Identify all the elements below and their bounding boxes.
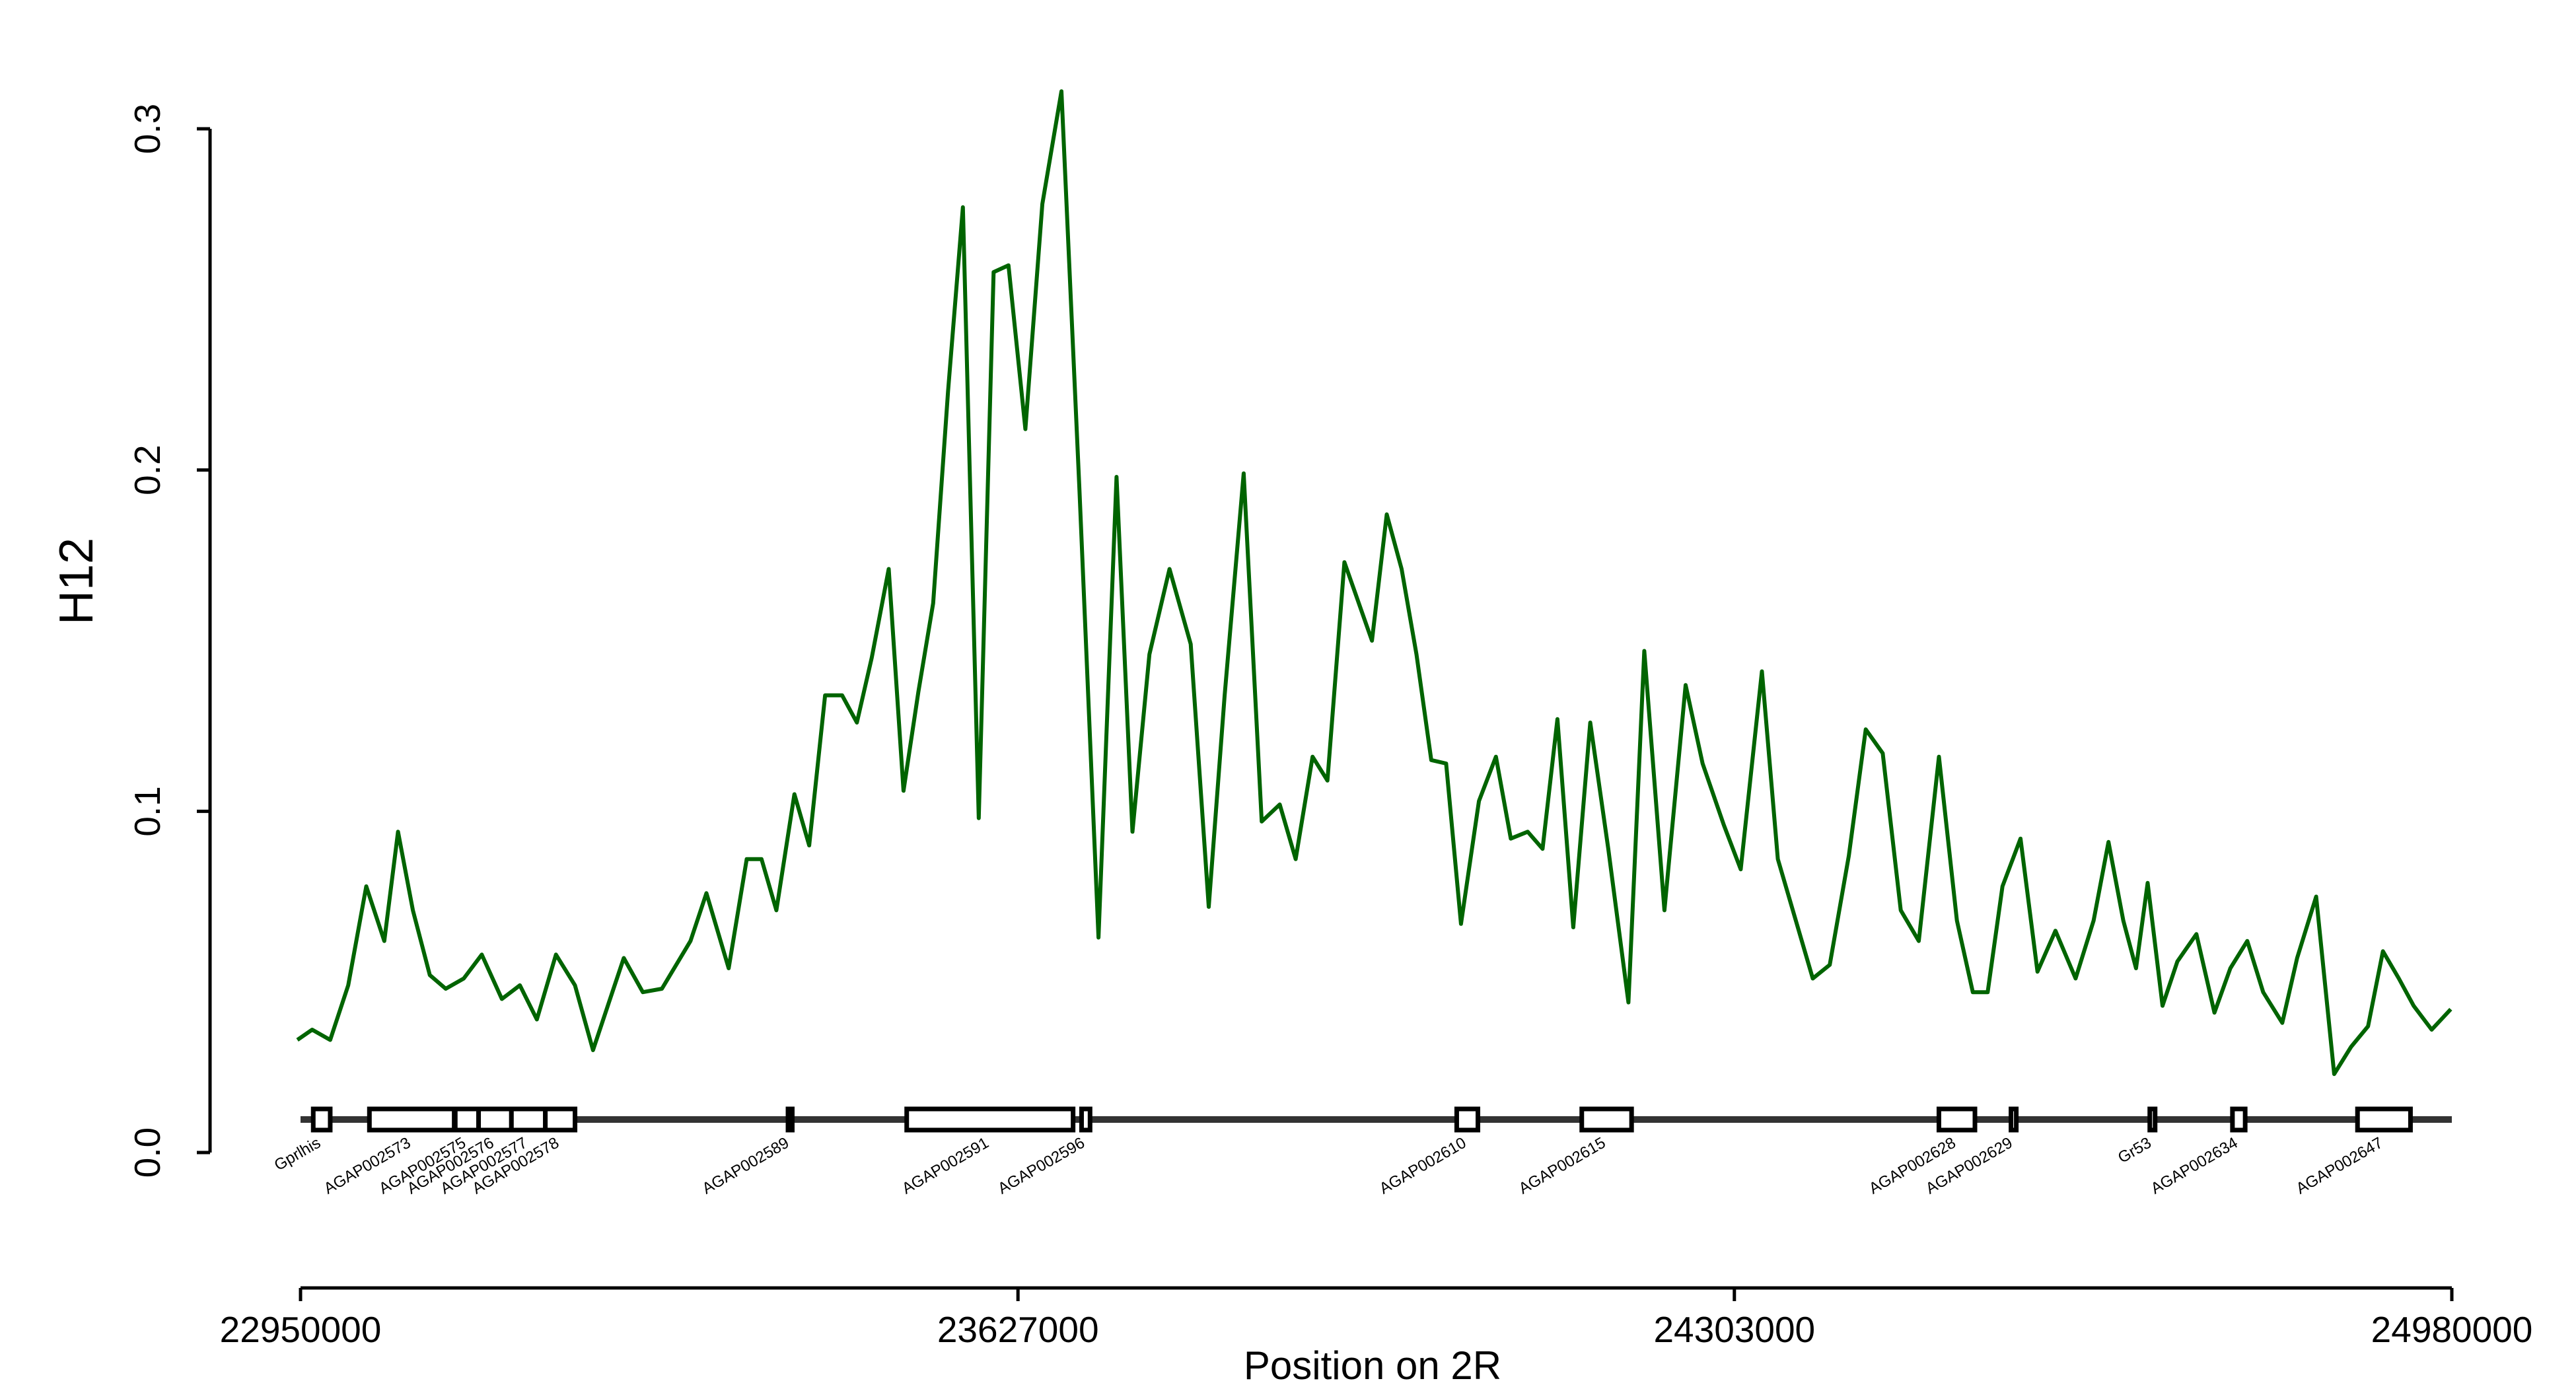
gene-label: Gprlhis: [271, 1134, 324, 1174]
y-tick-label: 0.3: [127, 104, 168, 154]
gene: [1454, 1106, 1481, 1133]
gene-label: AGAP002589: [699, 1134, 793, 1198]
gene: [785, 1106, 795, 1133]
gene: [367, 1106, 457, 1133]
x-tick-label: 24303000: [1653, 1309, 1815, 1350]
y-tick-label: 0.0: [127, 1127, 168, 1178]
gene-label: AGAP002591: [899, 1134, 992, 1198]
x-axis-title: Position on 2R: [1244, 1343, 1501, 1387]
gene: [1079, 1106, 1092, 1133]
gene: [452, 1106, 482, 1133]
h12-line: [296, 89, 2452, 1077]
y-tick-label: 0.1: [127, 786, 168, 836]
gene: [2009, 1106, 2019, 1133]
gene: [476, 1106, 514, 1133]
gene-label: AGAP002610: [1377, 1134, 1470, 1198]
gene: [2355, 1106, 2413, 1133]
gene: [509, 1106, 548, 1133]
gene-label: AGAP002634: [2148, 1134, 2241, 1198]
gene-label: AGAP002596: [995, 1134, 1088, 1198]
x-tick-label: 24980000: [2371, 1309, 2533, 1350]
gene-label: AGAP002615: [1516, 1134, 1609, 1198]
gene: [904, 1106, 1076, 1133]
gene: [2230, 1106, 2248, 1133]
gene: [543, 1106, 578, 1133]
x-tick-label: 23627000: [937, 1309, 1099, 1350]
gene: [1579, 1106, 1634, 1133]
y-axis-title: H12: [50, 538, 103, 625]
gene: [1936, 1106, 1978, 1133]
gene: [310, 1106, 333, 1133]
y-tick-label: 0.2: [127, 445, 168, 495]
gene-label: Gr53: [2115, 1134, 2155, 1167]
gene-label: AGAP002647: [2293, 1134, 2386, 1198]
gene: [2147, 1106, 2158, 1133]
x-tick-label: 22950000: [220, 1309, 382, 1350]
